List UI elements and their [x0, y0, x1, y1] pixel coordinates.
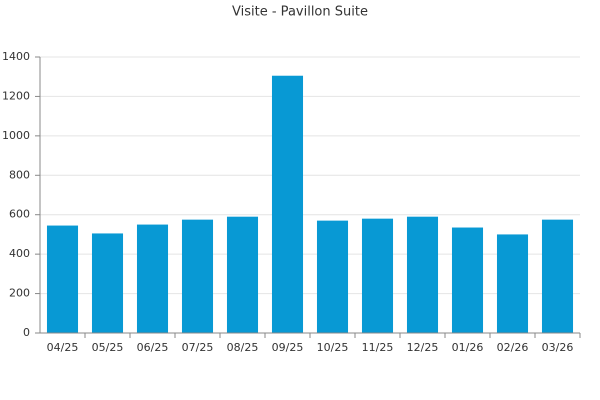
x-tick-label: 08/25 [227, 341, 259, 354]
x-tick-label: 05/25 [92, 341, 124, 354]
y-tick-label: 1000 [2, 129, 30, 142]
y-tick-label: 400 [9, 247, 30, 260]
x-tick-label: 02/26 [497, 341, 529, 354]
x-tick-label: 09/25 [272, 341, 304, 354]
y-tick-label: 0 [23, 326, 30, 339]
bar [271, 75, 304, 333]
bar [91, 233, 124, 333]
x-tick-label: 04/25 [47, 341, 79, 354]
chart-title: Visite - Pavillon Suite [232, 5, 368, 20]
x-tick-label: 06/25 [137, 341, 169, 354]
x-tick-label: 07/25 [182, 341, 214, 354]
y-tick-label: 800 [9, 168, 30, 181]
y-tick-label: 1400 [2, 50, 30, 63]
bar [541, 219, 574, 333]
bar [361, 218, 394, 333]
y-tick-label: 200 [9, 287, 30, 300]
bar [451, 227, 484, 333]
x-tick-label: 12/25 [407, 341, 439, 354]
bar [226, 216, 259, 333]
x-tick-label: 10/25 [317, 341, 349, 354]
bar [406, 216, 439, 333]
x-tick-label: 01/26 [452, 341, 484, 354]
bar [136, 224, 169, 333]
bar [316, 220, 349, 333]
y-tick-label: 600 [9, 208, 30, 221]
bar [181, 219, 214, 333]
bar [46, 225, 79, 333]
x-tick-label: 11/25 [362, 341, 394, 354]
bar [496, 234, 529, 333]
y-tick-label: 1200 [2, 89, 30, 102]
x-tick-label: 03/26 [542, 341, 574, 354]
